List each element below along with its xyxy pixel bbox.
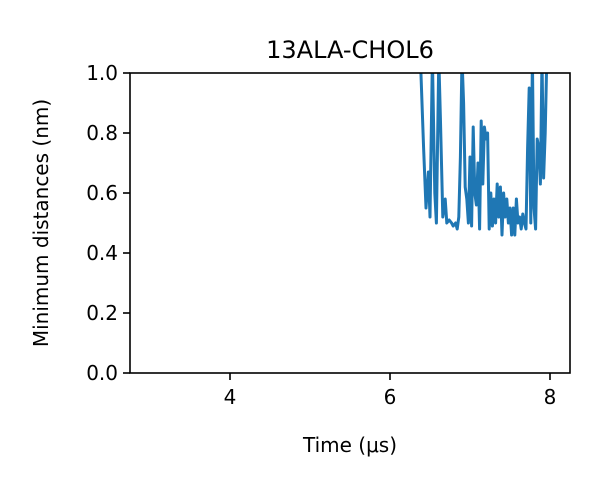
x-tick-label: 6 (384, 385, 397, 409)
x-tick-label: 8 (544, 385, 557, 409)
series-layer (419, 73, 548, 237)
y-axis-label: Minimum distances (nm) (29, 99, 53, 347)
series-line (419, 73, 548, 237)
y-tick-label: 0.2 (86, 301, 118, 325)
plot-frame (129, 72, 571, 374)
x-axis-label: Time (μs) (302, 433, 397, 457)
y-tick-label: 0.0 (86, 361, 118, 385)
chart-title: 13ALA-CHOL6 (266, 36, 434, 64)
y-axis-ticks: 0.0 0.2 0.4 0.6 0.8 1.0 (86, 61, 130, 385)
x-axis-ticks: 4 6 8 (224, 373, 557, 409)
y-tick-label: 0.6 (86, 181, 118, 205)
y-tick-label: 1.0 (86, 61, 118, 85)
y-tick-label: 0.4 (86, 241, 118, 265)
x-tick-label: 4 (224, 385, 237, 409)
y-tick-label: 0.8 (86, 121, 118, 145)
